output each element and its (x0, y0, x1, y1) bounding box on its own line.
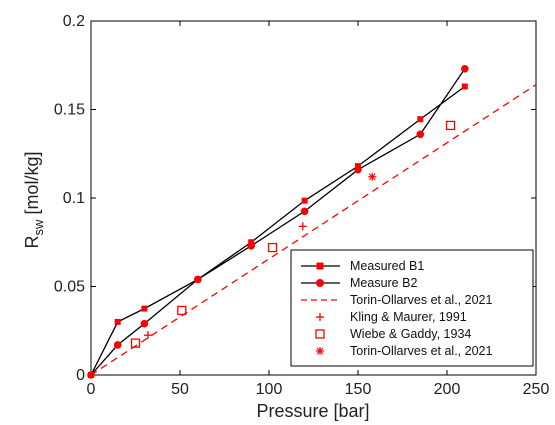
y-axis-label-sub: sw (31, 219, 46, 236)
legend: Measured B1 Measure B2 Torin-Ollarves et… (290, 249, 534, 367)
y-axis-label-unit: [mol/kg] (22, 152, 42, 220)
legend-item-measured-b1: Measured B1 (301, 259, 424, 273)
circle-marker (140, 319, 149, 328)
y-tick-label: 0 (76, 367, 85, 384)
legend-box (290, 249, 534, 367)
asterisk-marker-stroke (368, 173, 376, 181)
open-square-marker (177, 305, 187, 316)
asterisk-marker (368, 172, 377, 181)
square-marker (141, 305, 148, 312)
x-tick-label: 150 (345, 381, 372, 398)
series-3 (143, 222, 307, 340)
circle-marker (354, 165, 362, 174)
series-layer (87, 64, 537, 379)
legend-circle-marker-icon (316, 279, 324, 287)
y-tick-label: 0.15 (54, 102, 85, 119)
x-axis-label: Pressure [bar] (256, 401, 369, 421)
circle-marker (461, 64, 469, 73)
legend-label-measure-b2: Measure B2 (350, 276, 417, 290)
square-marker (301, 197, 308, 204)
x-tick-label: 200 (434, 381, 461, 398)
circle-marker (194, 275, 202, 284)
series-2 (90, 84, 537, 376)
circle-marker (113, 341, 122, 349)
plus-marker (298, 222, 307, 231)
legend-open-square-marker-icon (315, 329, 325, 339)
x-tick-label: 50 (171, 381, 189, 398)
circle-marker (416, 130, 425, 139)
legend-label-torin-model: Torin-Ollarves et al., 2021 (350, 293, 492, 307)
legend-item-measure-b2: Measure B2 (301, 276, 417, 290)
x-tick-label: 0 (87, 381, 96, 398)
y-axis-ticks: 0 0.05 0.1 0.15 0.2 (54, 13, 536, 384)
square-marker (417, 116, 424, 123)
legend-item-wiebe-gaddy: Wiebe & Gaddy, 1934 (315, 327, 471, 341)
y-tick-label: 0.05 (54, 279, 85, 296)
series-1 (87, 64, 469, 379)
series-4 (130, 120, 456, 348)
legend-item-kling-maurer: Kling & Maurer, 1991 (316, 310, 467, 324)
square-marker (114, 318, 121, 325)
legend-square-marker-icon (316, 262, 324, 270)
square-marker (461, 83, 468, 90)
legend-item-torin-model: Torin-Ollarves et al., 2021 (301, 293, 492, 307)
y-axis-label: Rsw [mol/kg] (22, 152, 46, 249)
series-dashed-line (90, 84, 537, 376)
legend-item-torin-data: Torin-Ollarves et al., 2021 (316, 344, 492, 358)
legend-asterisk-marker-icon (316, 347, 324, 355)
x-tick-label: 250 (523, 381, 550, 398)
y-axis-label-main: R (22, 235, 42, 248)
y-tick-label: 0.1 (63, 190, 85, 207)
legend-label-torin-data: Torin-Ollarves et al., 2021 (350, 344, 492, 358)
legend-label-measured-b1: Measured B1 (350, 259, 424, 273)
legend-label-wiebe-gaddy: Wiebe & Gaddy, 1934 (350, 327, 471, 341)
x-axis-ticks: 0 50 100 150 200 250 (87, 21, 550, 398)
series-5 (368, 172, 377, 181)
y-tick-label: 0.2 (63, 13, 85, 30)
open-square-marker (130, 338, 141, 348)
open-square-marker (267, 242, 278, 253)
legend-label-kling-maurer: Kling & Maurer, 1991 (350, 310, 467, 324)
x-tick-label: 100 (256, 381, 283, 398)
circle-marker (247, 241, 255, 250)
legend-plus-marker-icon (316, 313, 324, 321)
circle-marker (300, 207, 309, 216)
plus-marker (143, 331, 152, 340)
open-square-marker (445, 120, 456, 131)
